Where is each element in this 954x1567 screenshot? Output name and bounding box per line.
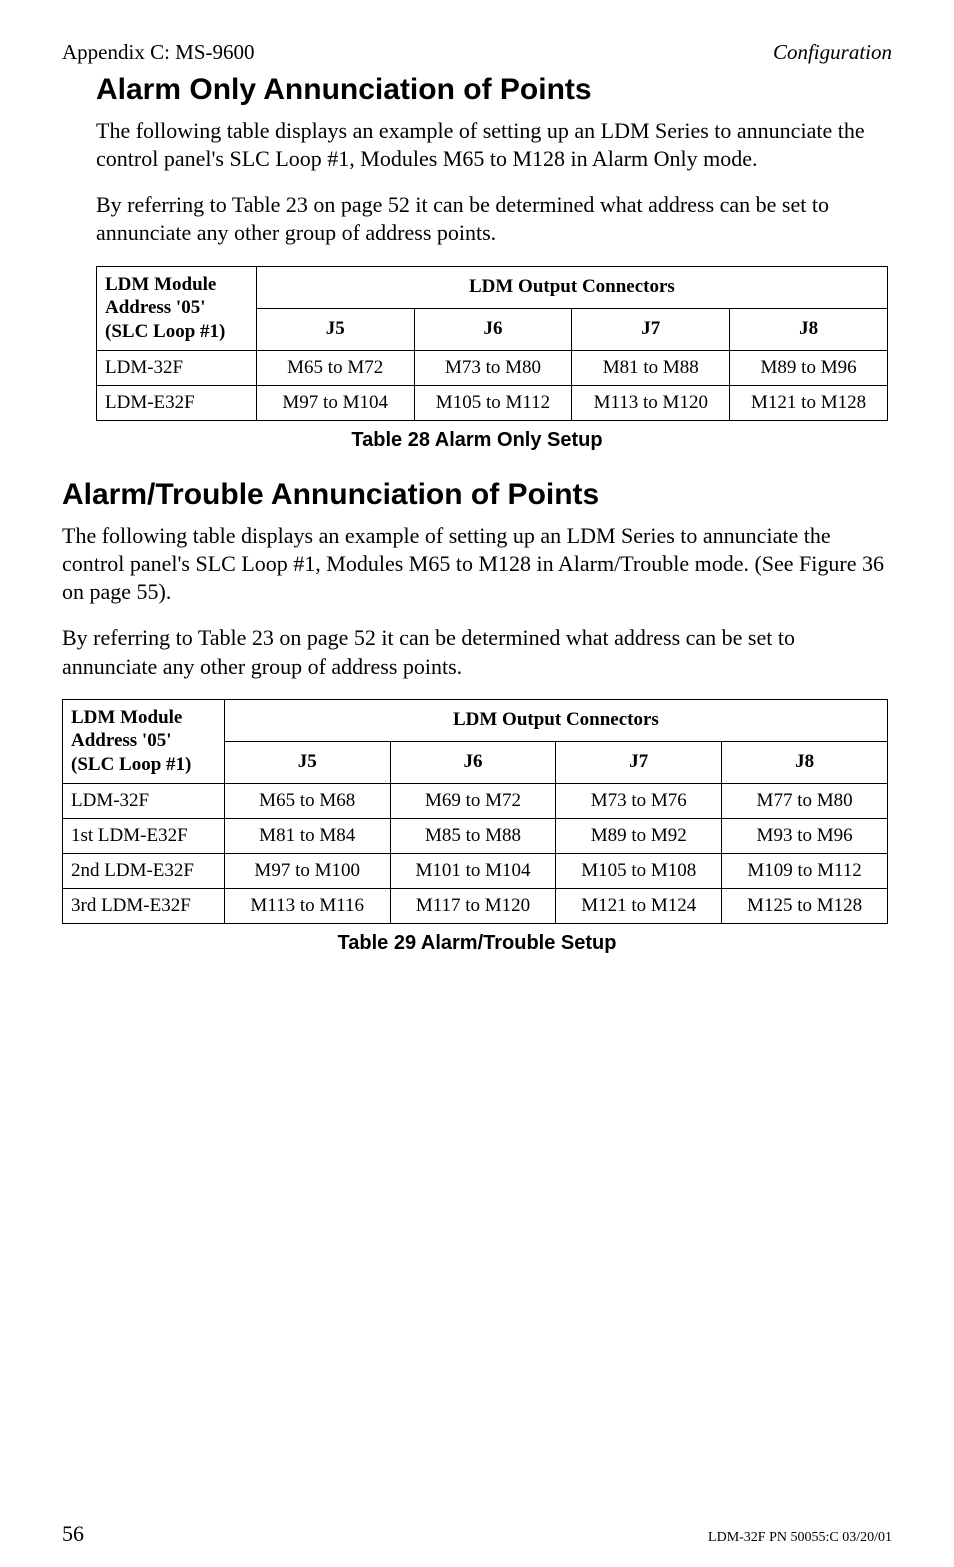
module-header: LDM Module Address '05' (SLC Loop #1) xyxy=(97,266,257,350)
table28-caption: Table 28 Alarm Only Setup xyxy=(62,429,892,452)
appendix-label: Appendix C: MS-9600 xyxy=(62,40,255,65)
cell: M77 to M80 xyxy=(722,783,888,818)
col-j7: J7 xyxy=(556,741,722,783)
table-row: 2nd LDM-E32F M97 to M100 M101 to M104 M1… xyxy=(63,853,888,888)
cell: M117 to M120 xyxy=(390,888,556,923)
col-j8: J8 xyxy=(722,741,888,783)
cell: M97 to M104 xyxy=(256,385,414,420)
page-number: 56 xyxy=(62,1521,84,1547)
col-j5: J5 xyxy=(224,741,390,783)
row-name: LDM-32F xyxy=(97,350,257,385)
table-row: 1st LDM-E32F M81 to M84 M85 to M88 M89 t… xyxy=(63,818,888,853)
table-row: LDM-32F M65 to M72 M73 to M80 M81 to M88… xyxy=(97,350,888,385)
module-header-line2: Address '05' xyxy=(105,297,205,318)
table29-caption: Table 29 Alarm/Trouble Setup xyxy=(62,932,892,955)
col-j7: J7 xyxy=(572,308,730,350)
cell: M73 to M76 xyxy=(556,783,722,818)
cell: M121 to M124 xyxy=(556,888,722,923)
page-footer: 56 LDM-32F PN 50055:C 03/20/01 xyxy=(0,1521,954,1567)
row-name: LDM-32F xyxy=(63,783,225,818)
section-label: Configuration xyxy=(773,40,892,65)
cell: M97 to M100 xyxy=(224,853,390,888)
running-head: Appendix C: MS-9600 Configuration xyxy=(62,40,892,65)
row-name: 2nd LDM-E32F xyxy=(63,853,225,888)
cell: M65 to M72 xyxy=(256,350,414,385)
cell: M93 to M96 xyxy=(722,818,888,853)
module-header-line1: LDM Module xyxy=(105,274,216,295)
cell: M105 to M108 xyxy=(556,853,722,888)
section1-para2: By referring to Table 23 on page 52 it c… xyxy=(96,191,892,247)
table-alarm-trouble: LDM Module Address '05' (SLC Loop #1) LD… xyxy=(62,699,888,924)
doc-id: LDM-32F PN 50055:C 03/20/01 xyxy=(708,1530,892,1546)
cell: M121 to M128 xyxy=(730,385,888,420)
col-j6: J6 xyxy=(390,741,556,783)
row-name: 3rd LDM-E32F xyxy=(63,888,225,923)
col-j5: J5 xyxy=(256,308,414,350)
section1-para1: The following table displays an example … xyxy=(96,117,892,173)
cell: M73 to M80 xyxy=(414,350,572,385)
table-row: 3rd LDM-E32F M113 to M116 M117 to M120 M… xyxy=(63,888,888,923)
cell: M101 to M104 xyxy=(390,853,556,888)
cell: M81 to M84 xyxy=(224,818,390,853)
row-name: 1st LDM-E32F xyxy=(63,818,225,853)
module-header-line3: (SLC Loop #1) xyxy=(71,754,191,775)
module-header-line1: LDM Module xyxy=(71,707,182,728)
table-row: LDM-32F M65 to M68 M69 to M72 M73 to M76… xyxy=(63,783,888,818)
cell: M109 to M112 xyxy=(722,853,888,888)
section2-para2: By referring to Table 23 on page 52 it c… xyxy=(62,624,892,680)
cell: M89 to M96 xyxy=(730,350,888,385)
module-header-line2: Address '05' xyxy=(71,730,171,751)
section1-title: Alarm Only Annunciation of Points xyxy=(96,73,892,107)
table-alarm-only: LDM Module Address '05' (SLC Loop #1) LD… xyxy=(96,266,888,421)
col-j8: J8 xyxy=(730,308,888,350)
cell: M89 to M92 xyxy=(556,818,722,853)
table-row: LDM-E32F M97 to M104 M105 to M112 M113 t… xyxy=(97,385,888,420)
row-name: LDM-E32F xyxy=(97,385,257,420)
cell: M105 to M112 xyxy=(414,385,572,420)
output-connectors-header: LDM Output Connectors xyxy=(256,266,887,308)
cell: M69 to M72 xyxy=(390,783,556,818)
section2-title: Alarm/Trouble Annunciation of Points xyxy=(62,478,892,512)
col-j6: J6 xyxy=(414,308,572,350)
cell: M113 to M120 xyxy=(572,385,730,420)
cell: M65 to M68 xyxy=(224,783,390,818)
cell: M125 to M128 xyxy=(722,888,888,923)
cell: M113 to M116 xyxy=(224,888,390,923)
module-header: LDM Module Address '05' (SLC Loop #1) xyxy=(63,699,225,783)
output-connectors-header: LDM Output Connectors xyxy=(224,699,887,741)
section2-para1: The following table displays an example … xyxy=(62,522,892,606)
cell: M85 to M88 xyxy=(390,818,556,853)
module-header-line3: (SLC Loop #1) xyxy=(105,321,225,342)
cell: M81 to M88 xyxy=(572,350,730,385)
